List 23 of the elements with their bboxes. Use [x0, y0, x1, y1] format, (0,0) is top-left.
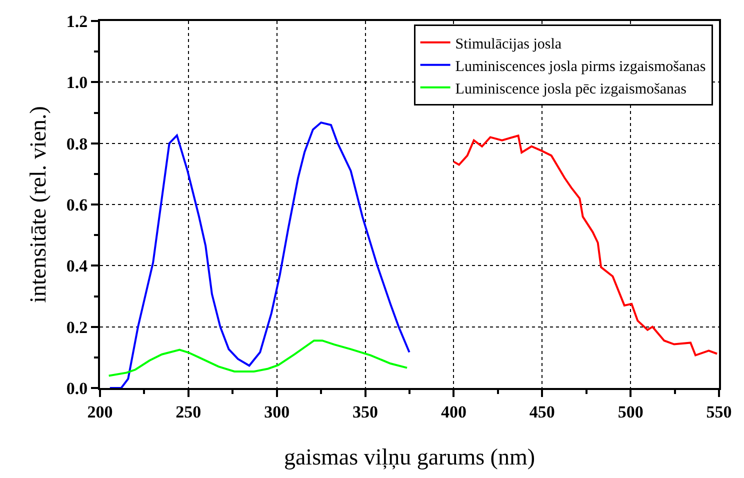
- y-tick-label: 0.2: [66, 318, 88, 337]
- x-tick-label: 350: [352, 402, 378, 422]
- x-tick-label: 250: [176, 402, 202, 422]
- line-series: [452, 134, 718, 356]
- x-axis-title: gaismas viļņu garums (nm): [284, 444, 536, 470]
- legend-label: Stimulācijas josla: [455, 36, 562, 52]
- y-tick-label: 0.8: [66, 134, 88, 154]
- x-tick-label: 400: [440, 402, 466, 422]
- line-series: [108, 340, 408, 377]
- x-tick-label: 450: [529, 402, 555, 422]
- y-axis-title: intensitāte (rel. vien.): [25, 106, 50, 303]
- line-series: [108, 122, 410, 388]
- y-tick-label: 1.0: [66, 73, 88, 92]
- x-tick-label: 500: [618, 402, 644, 422]
- x-tick-label: 550: [706, 402, 732, 422]
- y-tick-label: 0.0: [66, 378, 88, 398]
- legend-label: Luminiscences josla pirms izgaismošanas: [455, 58, 706, 75]
- y-tick-label: 1.2: [66, 12, 88, 31]
- legend-label: Luminiscence josla pēc izgaismošanas: [455, 81, 687, 98]
- x-tick-label: 200: [87, 402, 113, 422]
- y-tick-label: 0.4: [66, 256, 88, 276]
- y-tick-label: 0.6: [66, 195, 88, 214]
- x-tick-label: 300: [264, 402, 290, 422]
